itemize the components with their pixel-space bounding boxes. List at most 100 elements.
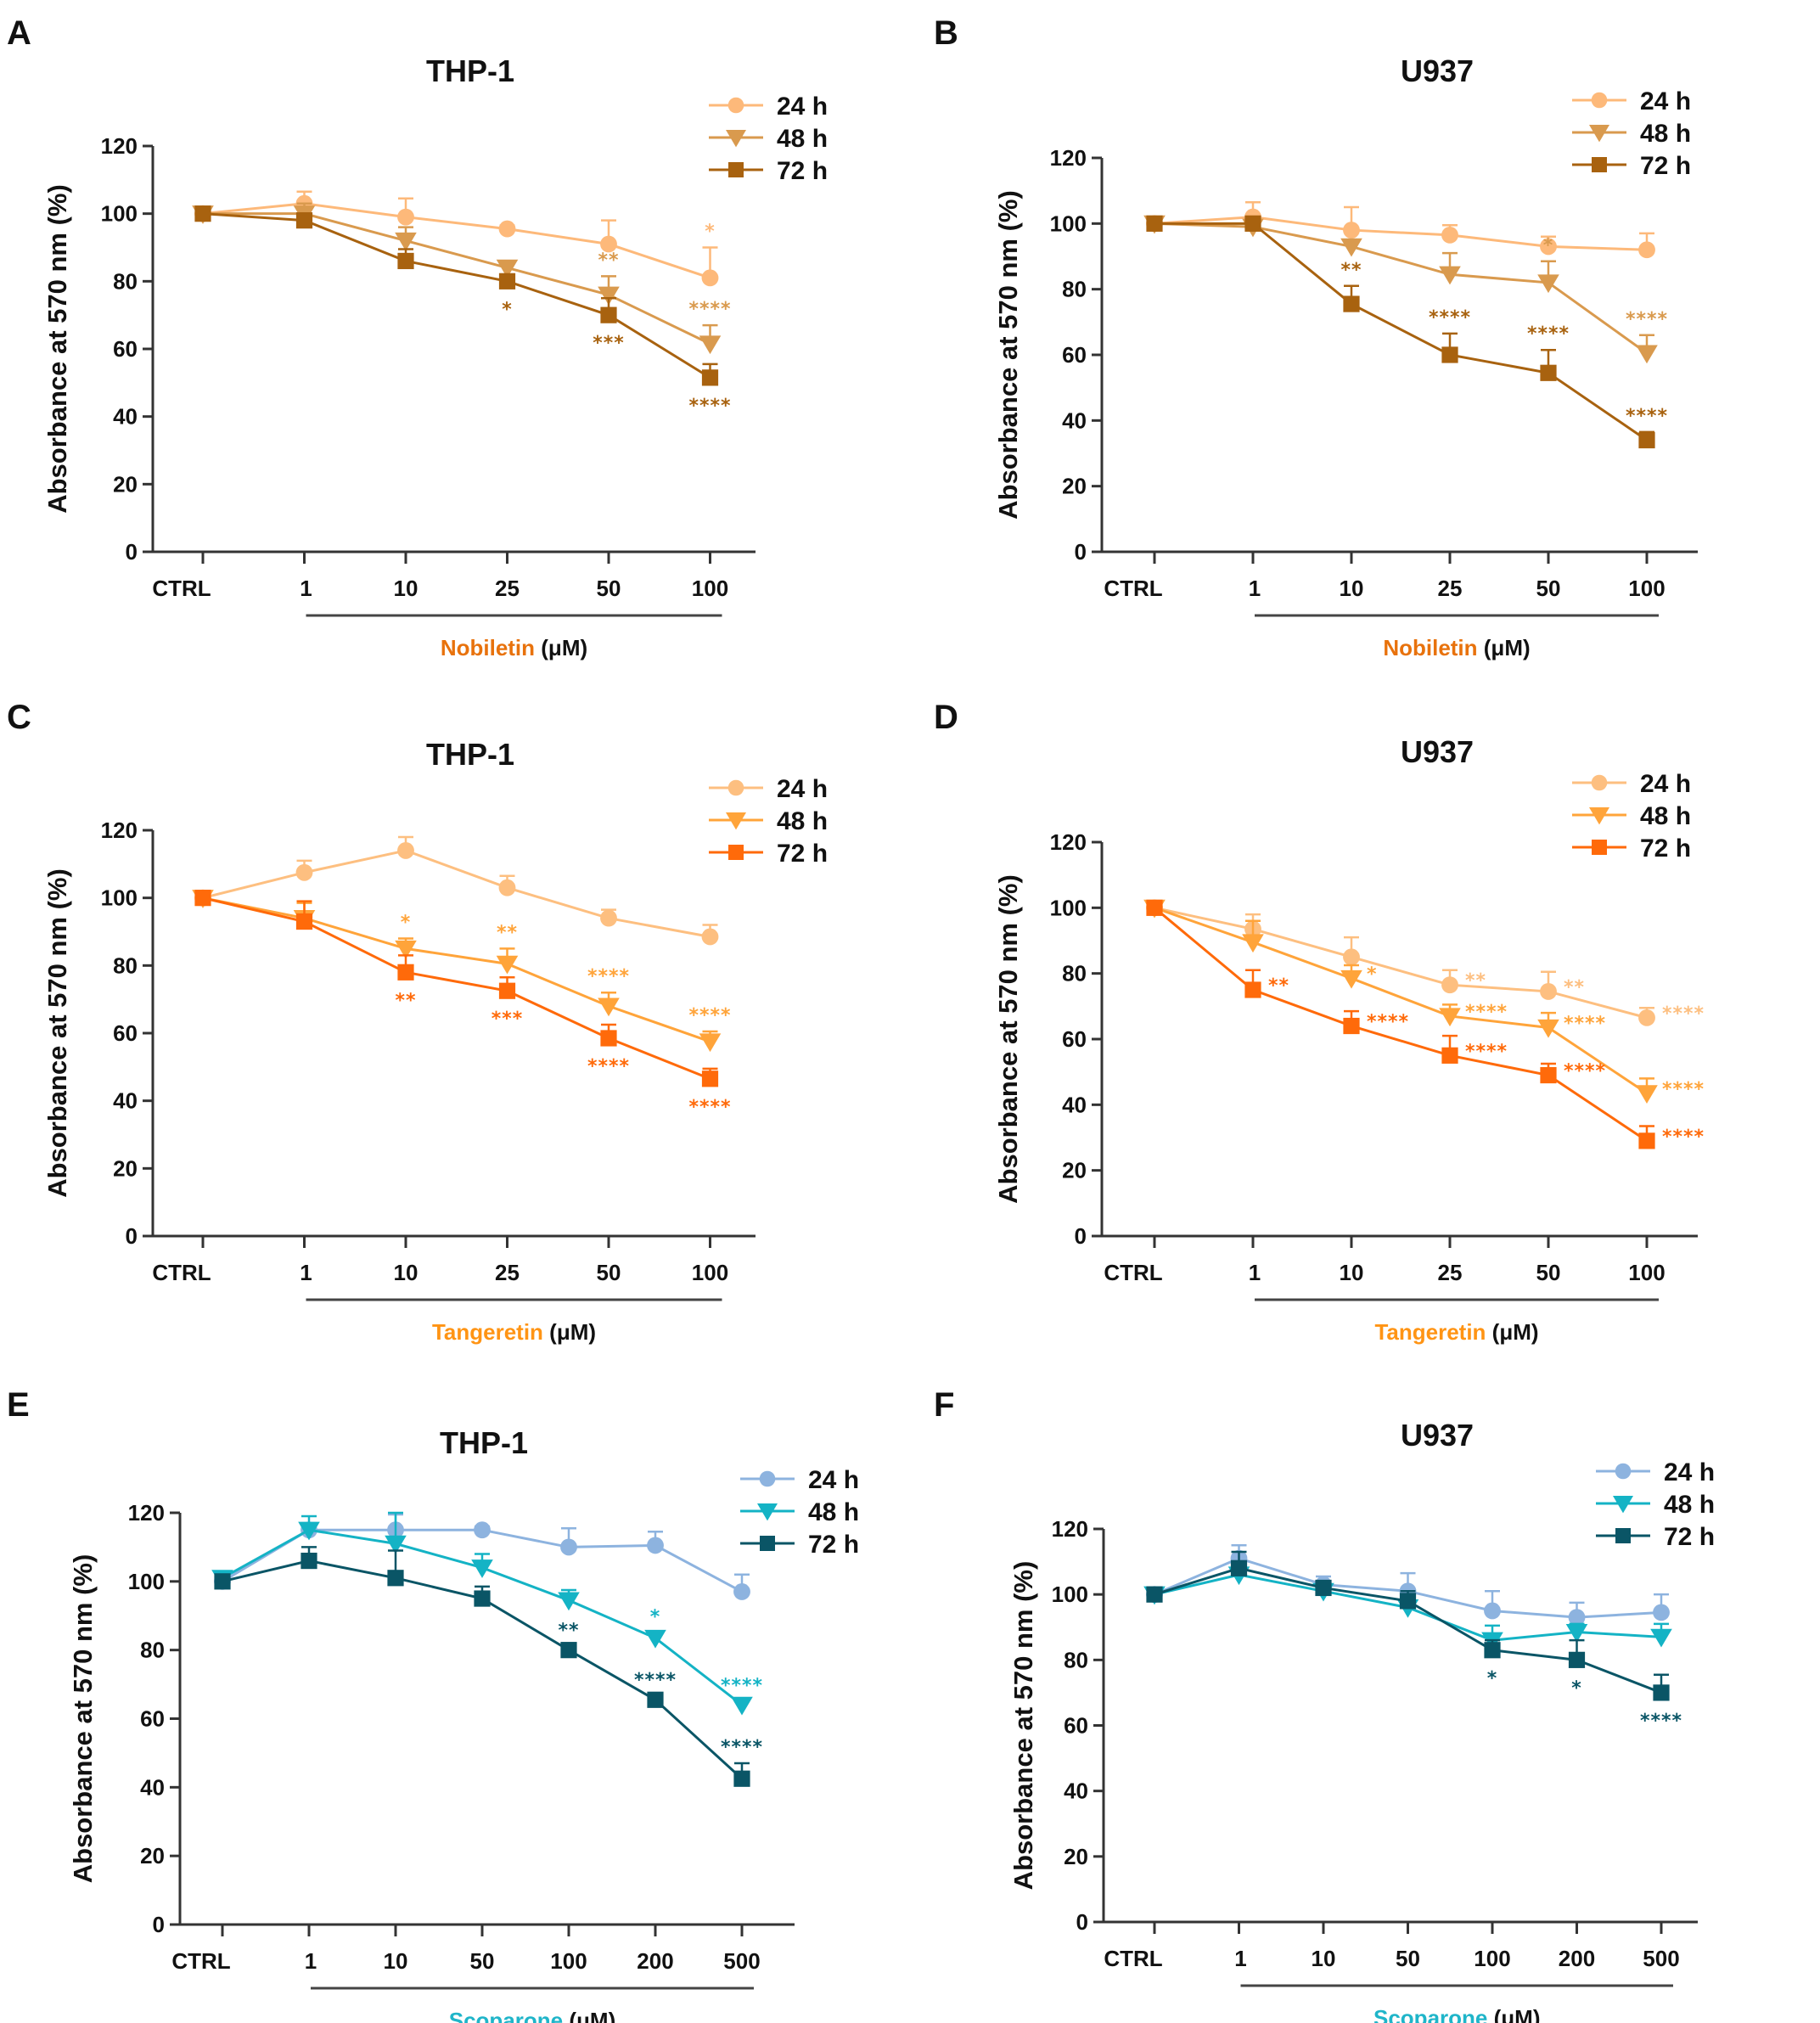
significance-label: * (1543, 235, 1554, 256)
data-point (1315, 1579, 1332, 1597)
legend-label: 48 h (777, 125, 828, 153)
data-point (1343, 1017, 1360, 1035)
compound-name: Scoparone (449, 2008, 563, 2023)
data-point (701, 369, 719, 386)
data-point (560, 1642, 577, 1659)
x-axis-label: Nobiletin (μM) (1383, 635, 1530, 660)
legend-label: 48 h (1640, 120, 1691, 148)
y-tick-label: 20 (1064, 1844, 1088, 1869)
legend-item: 48 h (1572, 802, 1691, 830)
y-tick-label: 0 (1075, 1223, 1087, 1249)
y-tick-label: 40 (113, 1088, 138, 1114)
x-axis-label: Nobiletin (μM) (441, 635, 587, 660)
x-tick-label: 100 (1474, 1946, 1510, 1971)
legend-label: 72 h (808, 1531, 859, 1559)
significance-label: **** (1367, 1012, 1409, 1033)
data-point (558, 1592, 580, 1611)
y-tick-label: 20 (1062, 474, 1087, 499)
y-axis-label: Absorbance at 570 nm (%) (993, 190, 1023, 520)
legend-label: 24 h (1640, 87, 1691, 115)
x-tick-label: 25 (1438, 1260, 1463, 1285)
x-axis-label: Scoparone (μM) (449, 2008, 615, 2023)
y-tick-label: 60 (1062, 1026, 1087, 1052)
y-tick-label: 120 (128, 1500, 165, 1526)
unit-label: (μM) (1487, 2005, 1540, 2023)
data-point (498, 879, 516, 896)
significance-label: **** (688, 299, 731, 320)
legend-marker (1589, 125, 1609, 143)
data-point (295, 863, 313, 881)
data-point (1537, 1019, 1559, 1038)
data-point (498, 273, 516, 289)
data-point (1441, 346, 1458, 363)
data-point (600, 1030, 617, 1047)
series-line (202, 896, 711, 1043)
legend-item: 48 h (1596, 1491, 1715, 1519)
significance-label: **** (1662, 1127, 1705, 1148)
x-tick-label: 50 (1536, 576, 1561, 601)
data-point (397, 964, 414, 981)
data-point (301, 1552, 317, 1570)
y-tick-label: 80 (1062, 961, 1087, 986)
panel-letter: F (934, 1386, 954, 1424)
significance-label: * (1367, 964, 1378, 985)
significance-label: ** (497, 922, 518, 943)
y-axis-label: Absorbance at 570 nm (%) (68, 1554, 98, 1884)
legend-marker (1592, 840, 1607, 855)
y-tick-label: 120 (101, 133, 138, 159)
legend-item: 24 h (1572, 87, 1691, 115)
data-point (397, 841, 414, 859)
series-72h: ******** (194, 205, 731, 417)
y-tick-label: 80 (1064, 1647, 1088, 1672)
data-point (699, 1033, 722, 1053)
chart-title: U937 (1401, 734, 1474, 769)
x-tick-label: 100 (550, 1948, 587, 1974)
legend-item: 72 h (1572, 834, 1691, 863)
significance-label: **** (587, 1056, 630, 1077)
x-tick-label: 25 (1438, 576, 1463, 601)
significance-label: **** (1662, 1003, 1705, 1025)
data-point (295, 212, 313, 229)
legend-item: 24 h (709, 775, 828, 803)
x-tick-label: 1 (1249, 1260, 1261, 1285)
data-point (731, 1696, 753, 1716)
data-point (385, 1535, 407, 1554)
data-point (1484, 1642, 1501, 1659)
data-point (1441, 226, 1458, 244)
y-tick-label: 120 (101, 818, 138, 843)
series-line (1154, 906, 1648, 1095)
data-point (1638, 1132, 1655, 1149)
significance-label: **** (1429, 307, 1471, 329)
y-tick-label: 100 (1052, 1582, 1088, 1607)
legend-marker (1613, 1496, 1633, 1514)
legend-marker (759, 1470, 776, 1487)
compound-name: Nobiletin (1383, 635, 1477, 660)
x-tick-label: 50 (1396, 1946, 1420, 1971)
data-point (644, 1629, 666, 1649)
legend-label: 48 h (808, 1498, 859, 1526)
data-point (598, 286, 620, 306)
y-tick-label: 100 (1050, 211, 1087, 236)
legend-label: 24 h (808, 1466, 859, 1494)
data-point (1441, 1047, 1458, 1064)
series-line (1154, 222, 1648, 355)
significance-label: **** (721, 1675, 763, 1696)
x-tick-label: CTRL (1104, 1260, 1162, 1285)
y-tick-label: 0 (126, 539, 138, 565)
panel-letter: A (7, 14, 31, 52)
panel-letter: B (934, 14, 958, 52)
data-point (1146, 215, 1163, 232)
data-point (1650, 1628, 1672, 1648)
data-point (733, 1770, 750, 1787)
x-tick-label: 500 (1643, 1946, 1679, 1971)
data-point (1399, 1593, 1417, 1610)
legend-item: 72 h (1572, 152, 1691, 180)
panel-e: E THP-1 0 20 40 60 80 100 120 Absorbance at 570 n… (7, 1386, 859, 2023)
x-axis-label: Tangeretin (μM) (1374, 1319, 1538, 1345)
series-line (202, 212, 711, 379)
y-tick-label: 40 (1062, 1092, 1087, 1117)
significance-label: **** (1465, 1002, 1508, 1023)
panel-f: F U937 0 20 40 60 80 100 120 Absorbance at 570 nm… (934, 1386, 1715, 2023)
data-point (474, 1590, 491, 1607)
data-point (1568, 1651, 1586, 1668)
